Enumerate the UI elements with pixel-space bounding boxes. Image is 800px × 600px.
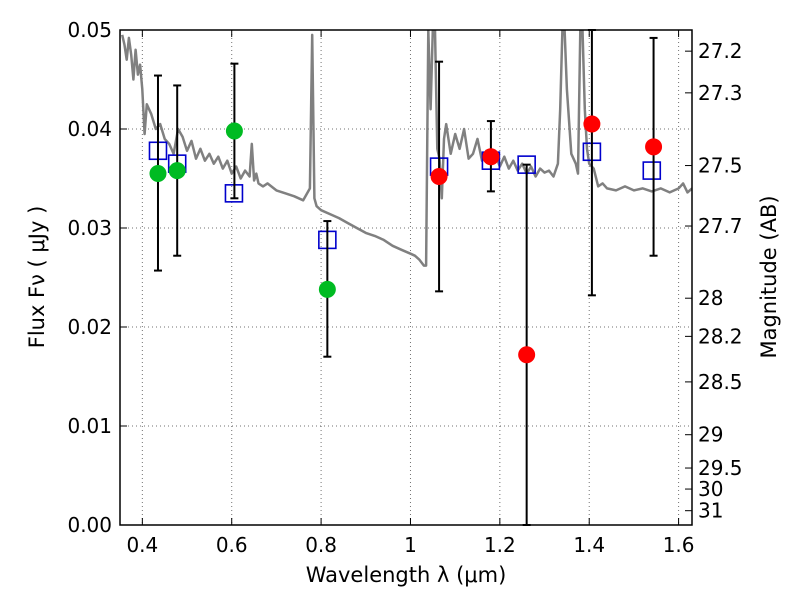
y2-tick-label: 29 <box>698 423 723 447</box>
y-tick-label: 0.04 <box>67 117 112 141</box>
photometry-point <box>583 115 601 133</box>
model-point <box>642 161 662 180</box>
spectrum-line <box>120 30 692 267</box>
y-tick-label: 0.05 <box>67 18 112 42</box>
x-tick-label: 0.8 <box>305 533 337 557</box>
photometry-point <box>645 138 663 156</box>
y-tick-label: 0.02 <box>67 315 112 339</box>
photometry-point <box>225 122 243 140</box>
x-tick-label: 1.6 <box>663 533 695 557</box>
x-tick-label: 1 <box>404 533 417 557</box>
plot-frame <box>119 29 693 526</box>
x-tick-label: 1.2 <box>484 533 516 557</box>
photometry-point <box>430 168 448 186</box>
y2-tick-label: 27.2 <box>698 39 743 63</box>
y2-axis-label: Magnitude (AB) <box>757 195 781 358</box>
y-tick-label: 0.01 <box>67 414 112 438</box>
x-tick-label: 0.6 <box>216 533 248 557</box>
plot-series <box>120 29 692 526</box>
y-tick-label: 0.00 <box>67 513 112 537</box>
photometry-point <box>149 165 167 183</box>
y2-tick-label: 28.2 <box>698 324 743 348</box>
y2-tick-label: 28 <box>698 286 723 310</box>
y2-tick-label: 31 <box>698 499 723 523</box>
y2-tick-label: 27.3 <box>698 81 743 105</box>
y2-tick-label: 30 <box>698 477 723 501</box>
grid-lines <box>120 29 692 526</box>
x-tick-label: 0.4 <box>126 533 158 557</box>
x-axis-label: Wavelength λ (μm) <box>306 563 507 587</box>
axis-ticks: 0.4 0.6 0.8 1 1.2 1.4 1.6 0.00 0.01 0.02 0.03 0.04 0… <box>67 18 742 557</box>
y-axis-label: Flux Fν ( μJy ) <box>25 206 49 349</box>
photometry-point <box>318 280 336 298</box>
y2-tick-label: 29.5 <box>698 456 743 480</box>
photometry-point <box>482 148 500 166</box>
photometry-point <box>168 162 186 180</box>
y2-tick-label: 27.7 <box>698 214 743 238</box>
x-tick-label: 1.4 <box>573 533 605 557</box>
photometry-point <box>518 346 536 364</box>
y2-tick-label: 27.5 <box>698 154 743 178</box>
y2-tick-label: 28.5 <box>698 370 743 394</box>
y-tick-label: 0.03 <box>67 216 112 240</box>
